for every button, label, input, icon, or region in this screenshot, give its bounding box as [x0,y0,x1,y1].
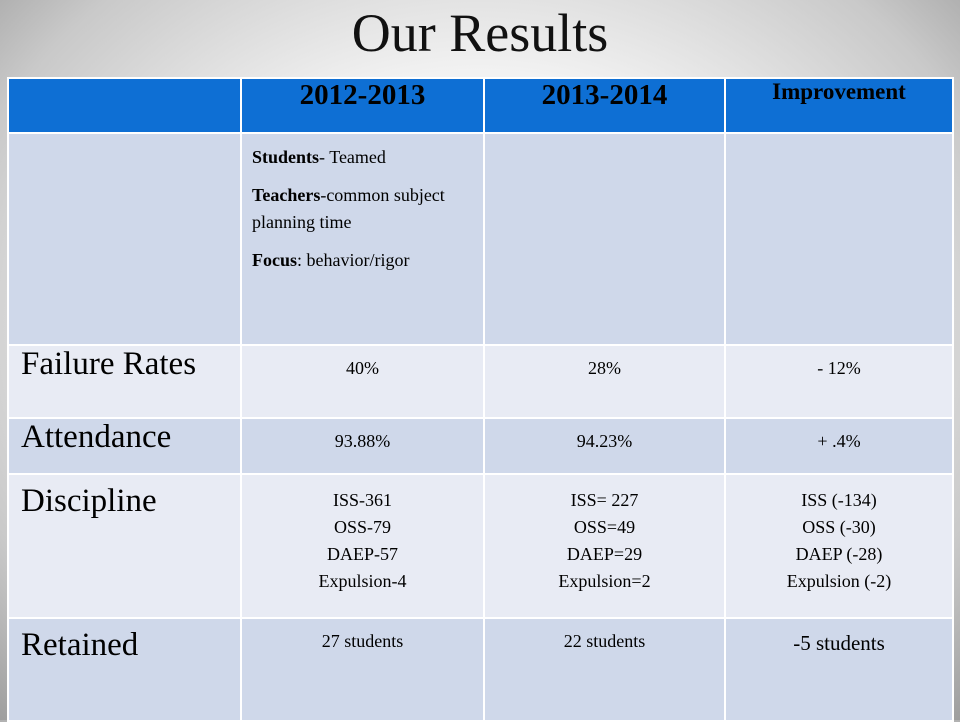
value-line: Expulsion (-2) [786,571,892,591]
header-blank-cell [7,77,242,134]
value-line: DAEP-57 [327,544,398,564]
description-cell: Students- Teamed Teachers-common subject… [240,132,485,346]
description-students: Students- Teamed [252,147,386,167]
table-row-retained: Retained 27 students 22 students -5 stud… [7,617,954,722]
description-row: Students- Teamed Teachers-common subject… [7,132,954,346]
row-label: Retained [7,617,242,722]
value-line: DAEP=29 [566,544,643,564]
value-line: DAEP (-28) [795,544,883,564]
description-empty-cell [724,132,954,346]
description-teachers: Teachers-common subject planning time [252,185,445,232]
value-line: Expulsion-4 [318,571,407,591]
value-improvement: + .4% [724,417,954,475]
value-line: OSS (-30) [802,517,876,537]
table-row-failure-rates: Failure Rates 40% 28% - 12% [7,344,954,419]
value-2013-2014: 28% [483,344,726,419]
value-2012-2013: 27 students [240,617,485,722]
row-label: Failure Rates [7,344,242,419]
header-2012-2013: 2012-2013 [240,77,485,134]
value-2013-2014: ISS= 227 OSS=49 DAEP=29 Expulsion=2 [483,473,726,619]
value-improvement: - 12% [724,344,954,419]
value-2013-2014: 22 students [483,617,726,722]
value-2012-2013: 93.88% [240,417,485,475]
value-2013-2014: 94.23% [483,417,726,475]
value-line: OSS-79 [333,517,391,537]
value-2012-2013: ISS-361 OSS-79 DAEP-57 Expulsion-4 [240,473,485,619]
page-title: Our Results [351,3,609,63]
value-line: ISS (-134) [801,490,877,510]
value-improvement: -5 students [724,617,954,722]
value-line: Expulsion=2 [558,571,651,591]
header-improvement: Improvement [724,77,954,134]
row-label: Attendance [7,417,242,475]
value-line: ISS= 227 [570,490,639,510]
header-2013-2014: 2013-2014 [483,77,726,134]
description-focus: Focus: behavior/rigor [252,250,410,270]
results-table: 2012-2013 2013-2014 Improvement Students… [7,77,954,722]
description-label-cell [7,132,242,346]
value-2012-2013: 40% [240,344,485,419]
value-improvement: ISS (-134) OSS (-30) DAEP (-28) Expulsio… [724,473,954,619]
header-row: 2012-2013 2013-2014 Improvement [7,77,954,134]
row-label: Discipline [7,473,242,619]
table-row-attendance: Attendance 93.88% 94.23% + .4% [7,417,954,475]
description-empty-cell [483,132,726,346]
table-row-discipline: Discipline ISS-361 OSS-79 DAEP-57 Expuls… [7,473,954,619]
value-line: OSS=49 [573,517,636,537]
value-line: ISS-361 [332,490,392,510]
